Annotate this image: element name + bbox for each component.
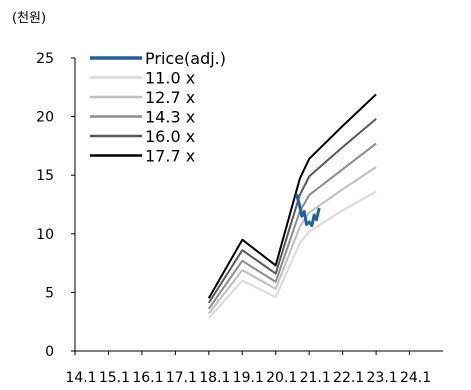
x-tick-label: 15.1 xyxy=(99,370,130,386)
axes: 0 5 10 15 20 25 14.1 15.1 16.1 17.1 18.1 19.1 20.1 21… xyxy=(36,51,443,386)
series-line-11-0-x xyxy=(208,190,377,319)
legend: Price(adj.)11.0 x12.7 x14.3 x16.0 x17.7 … xyxy=(90,49,226,166)
x-tick-label: 21.1 xyxy=(300,370,331,386)
legend-label: Price(adj.) xyxy=(145,49,226,68)
series-line-16-0-x xyxy=(207,118,377,304)
x-tick-label: 23.1 xyxy=(367,370,398,386)
series-lines xyxy=(207,93,377,319)
series-line-price-adj- xyxy=(295,193,321,228)
y-tick-label: 15 xyxy=(36,168,54,184)
legend-label: 16.0 x xyxy=(145,127,195,146)
x-tick-label: 16.1 xyxy=(132,370,163,386)
legend-label: 12.7 x xyxy=(145,88,195,107)
x-tick-label: 14.1 xyxy=(65,370,96,386)
unit-label: (천원) xyxy=(12,11,46,26)
x-tick-label: 20.1 xyxy=(266,370,297,386)
series-line-14-3-x xyxy=(207,142,377,310)
x-tick-label: 22.1 xyxy=(333,370,364,386)
y-tick-label: 20 xyxy=(36,110,54,126)
y-tick-label: 0 xyxy=(45,344,54,360)
y-tick-label: 10 xyxy=(36,227,54,243)
x-tick-label: 17.1 xyxy=(166,370,197,386)
legend-label: 17.7 x xyxy=(145,147,195,166)
x-tick-label: 18.1 xyxy=(199,370,230,386)
x-tick-label: 24.1 xyxy=(400,370,431,386)
legend-label: 14.3 x xyxy=(145,108,195,127)
series-line-12-7-x xyxy=(208,166,377,315)
series-line-17-7-x xyxy=(207,93,377,299)
x-tick-label: 19.1 xyxy=(233,370,264,386)
y-tick-label: 5 xyxy=(45,285,54,301)
y-tick-label: 25 xyxy=(36,51,54,67)
legend-label: 11.0 x xyxy=(145,69,195,88)
